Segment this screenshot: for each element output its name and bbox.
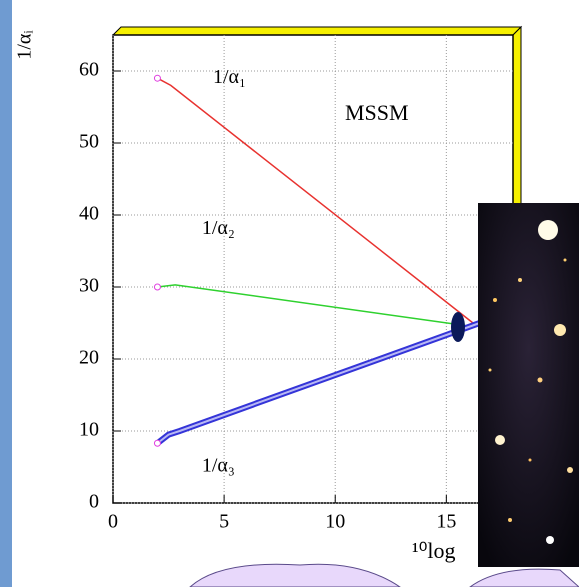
- page: 0 10 20 30 40 50 60 0 5 10 15 1/α₁ 1/α₂ 1/α₃ MSSM 1/α…: [0, 0, 579, 587]
- series-label: 1/α₂: [202, 217, 235, 239]
- x-tick-label: 15: [436, 511, 456, 533]
- y-tick-label: 60: [79, 59, 99, 81]
- series-label: 1/α₃: [202, 455, 235, 477]
- annotation: MSSM: [345, 100, 409, 125]
- start-marker: [154, 440, 160, 446]
- y-tick-label: 20: [79, 347, 99, 369]
- x-axis-label: ¹⁰log: [412, 538, 456, 563]
- chart: 0 10 20 30 40 50 60 0 5 10 15 1/α₁ 1/α₂ 1/α₃ MSSM 1/α…: [0, 0, 579, 587]
- start-marker: [154, 284, 160, 290]
- frame-top: [113, 27, 521, 35]
- y-tick-label: 10: [79, 419, 99, 441]
- y-tick-label: 40: [79, 203, 99, 225]
- x-tick-label: 0: [108, 511, 118, 533]
- y-tick-label: 50: [79, 131, 99, 153]
- star-image: [478, 203, 579, 567]
- y-axis-label: 1/αᵢ: [14, 30, 36, 60]
- unification-marker: [451, 312, 465, 342]
- x-tick-label: 5: [219, 511, 229, 533]
- start-marker: [154, 75, 160, 81]
- series-label: 1/α₁: [213, 66, 246, 88]
- y-tick-label: 30: [79, 275, 99, 297]
- y-tick-label: 0: [89, 491, 99, 513]
- x-tick-label: 10: [325, 511, 345, 533]
